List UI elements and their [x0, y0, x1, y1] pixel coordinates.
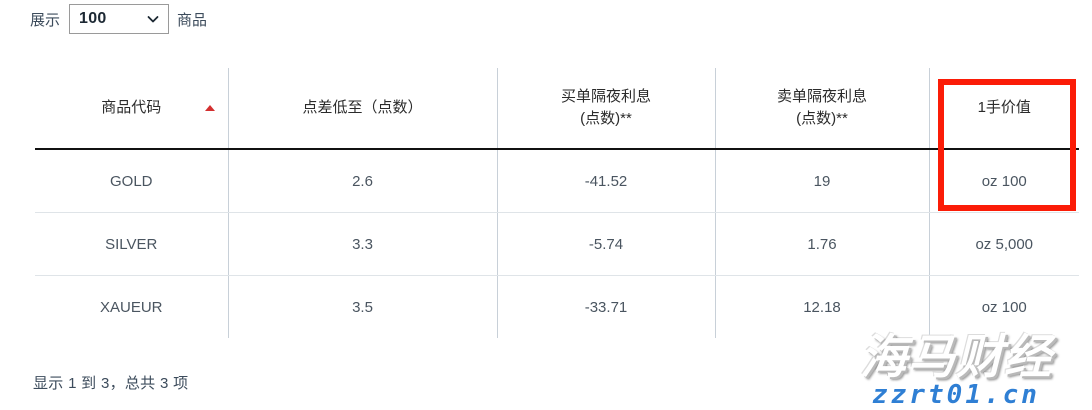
column-header-code-label: 商品代码 — [101, 98, 162, 116]
watermark-domain: zzrt01.cn — [872, 380, 1040, 410]
cell-swap-short: 1.76 — [714, 212, 929, 276]
sort-ascending-icon — [204, 105, 215, 111]
chevron-down-icon — [147, 13, 159, 25]
cell-swap-long: -33.71 — [496, 275, 715, 338]
column-header-code[interactable]: 商品代码 — [35, 68, 228, 150]
cell-lot-value: oz 100 — [928, 275, 1079, 338]
cell-swap-short: 19 — [714, 149, 929, 213]
cell-code: GOLD — [35, 149, 228, 213]
table-info-text: 显示 1 到 3，总共 3 项 — [33, 375, 189, 392]
cell-swap-long: -5.74 — [496, 212, 715, 276]
watermark: 海马财经 zzrt01.cn — [826, 334, 1086, 408]
cell-code: SILVER — [35, 212, 228, 276]
cell-lot-value: oz 5,000 — [928, 212, 1079, 276]
cell-swap-short: 12.18 — [714, 275, 929, 338]
column-header-swap-long-line2: (点数)** — [580, 110, 632, 127]
column-header-swap-short-line2: (点数)** — [796, 110, 848, 127]
page-length-select[interactable]: 100 — [69, 4, 170, 34]
length-label-prefix: 展示 — [30, 11, 61, 29]
cell-code: XAUEUR — [99, 298, 163, 316]
cell-swap-long: -41.52 — [496, 149, 715, 213]
table-row: XAUEUR 3.5 -33.71 12.18 oz 100 — [35, 275, 1079, 338]
instrument-table: 商品代码 点差低至（点数） 买单隔夜利息 (点数)** 卖单隔夜利息 (点数)*… — [35, 68, 1079, 338]
column-header-lot-value-label: 1手价值 — [977, 98, 1031, 116]
cell-lot-value: oz 100 — [928, 149, 1079, 213]
length-label-suffix: 商品 — [177, 11, 208, 29]
column-header-lot-value[interactable]: 1手价值 — [928, 68, 1079, 150]
table-row: GOLD 2.6 -41.52 19 oz 100 — [35, 149, 1079, 213]
instrument-table-wrapper: 商品代码 点差低至（点数） 买单隔夜利息 (点数)** 卖单隔夜利息 (点数)*… — [35, 68, 1079, 338]
cell-spread: 3.3 — [227, 212, 497, 276]
cell-spread: 3.5 — [227, 275, 497, 338]
column-header-swap-long[interactable]: 买单隔夜利息 (点数)** — [496, 68, 715, 150]
table-header-row: 商品代码 点差低至（点数） 买单隔夜利息 (点数)** 卖单隔夜利息 (点数)*… — [35, 68, 1079, 150]
column-header-swap-short[interactable]: 卖单隔夜利息 (点数)** — [714, 68, 929, 150]
cell-spread: 2.6 — [227, 149, 497, 213]
column-header-spread-label: 点差低至（点数） — [302, 98, 423, 116]
table-row: SILVER 3.3 -5.74 1.76 oz 5,000 — [35, 212, 1079, 276]
watermark-brand-cn: 海马财经 — [860, 330, 1052, 385]
column-header-swap-long-line1: 买单隔夜利息 — [560, 87, 651, 105]
page-length-value: 100 — [79, 10, 107, 27]
table-length-control: 展示 100 商品 — [30, 4, 207, 34]
column-header-swap-short-line1: 卖单隔夜利息 — [776, 87, 867, 105]
table-body: GOLD 2.6 -41.52 19 oz 100 SILVER 3.3 -5.… — [35, 149, 1079, 338]
column-header-spread[interactable]: 点差低至（点数） — [227, 68, 497, 150]
